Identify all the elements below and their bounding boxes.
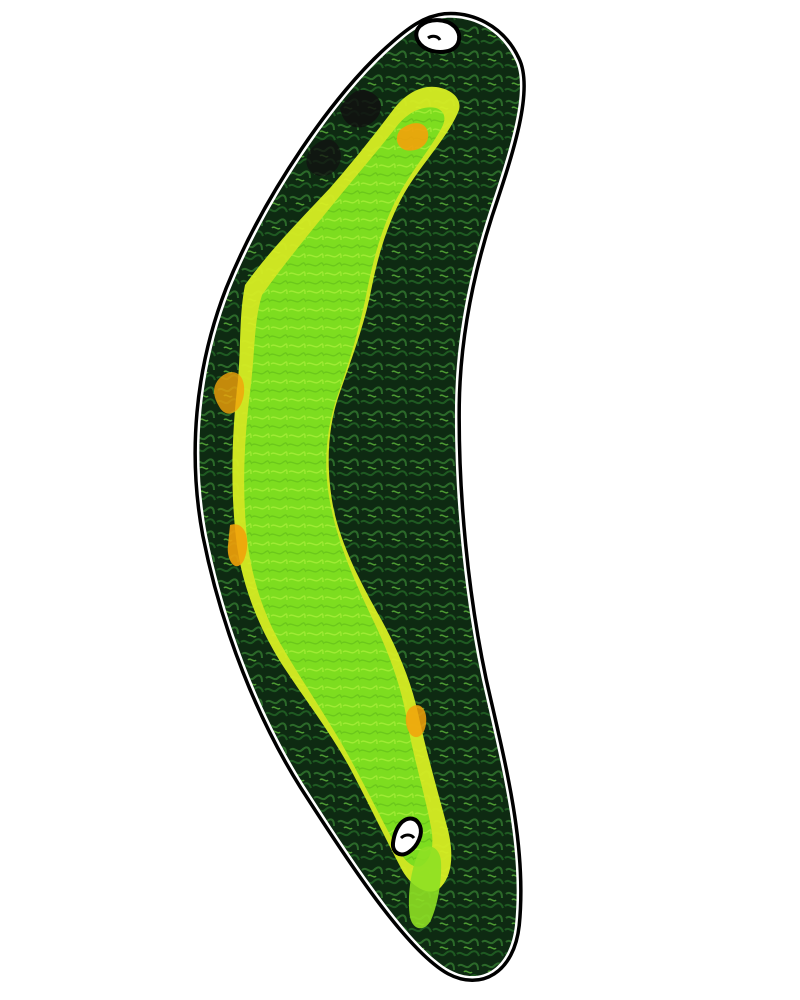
accent-orange-edge-2 [214,372,245,414]
accent-orange-edge [227,524,248,567]
tee-box-bottom [390,816,423,857]
lower-fairway-strip [408,846,442,929]
tee-box-top [414,18,462,54]
hole-interior [199,17,520,977]
accent-orange-edge-4 [405,705,427,738]
accent-orange-edge-3 [396,123,429,151]
dark-tree-mid [306,139,341,177]
dark-tree-top [340,89,381,128]
fairway [244,107,445,867]
